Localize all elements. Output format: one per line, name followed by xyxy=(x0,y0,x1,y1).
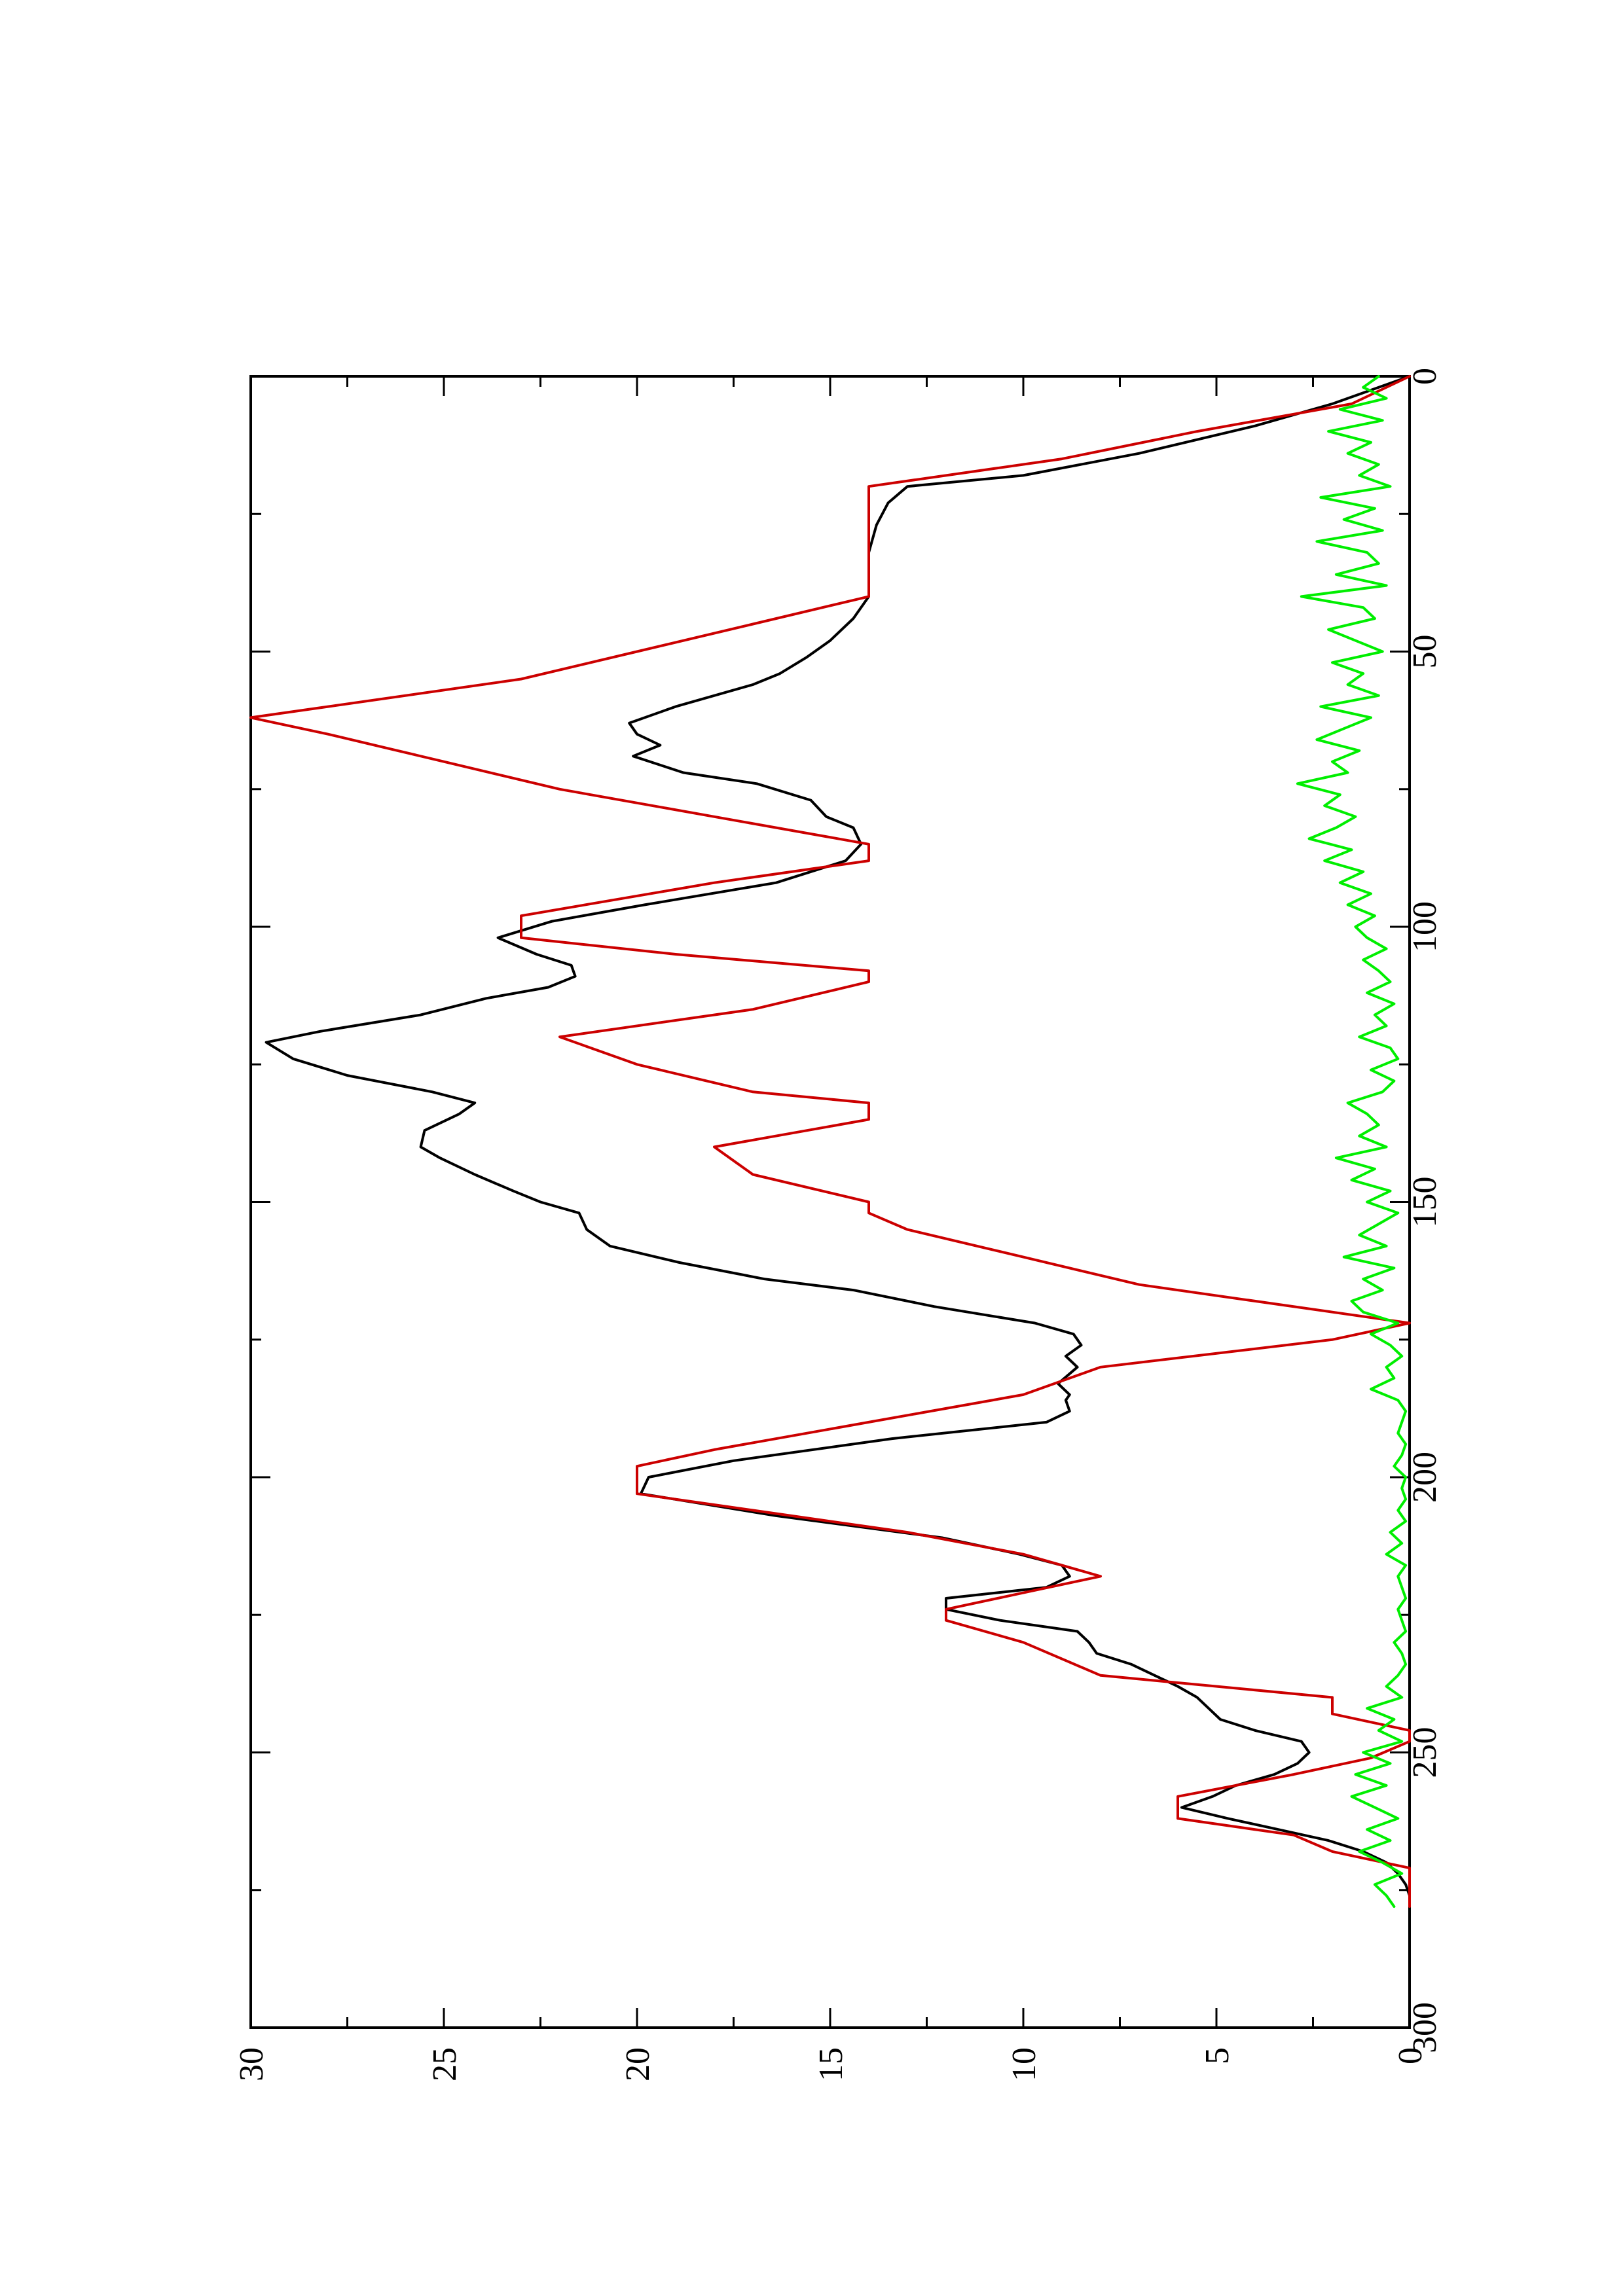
series-line-3 xyxy=(1296,375,1408,1908)
y-tick-label: 20 xyxy=(619,2047,657,2081)
x-tick-label: 250 xyxy=(1406,1727,1444,1778)
y-tick-label: 5 xyxy=(1199,2047,1236,2064)
y-tick-label: 30 xyxy=(233,2047,270,2081)
series-line-2 xyxy=(249,375,1411,1908)
series-line-1 xyxy=(264,375,1411,1908)
plot-frame xyxy=(249,375,1411,2029)
x-tick-label: 50 xyxy=(1406,635,1444,669)
x-tick-label: 300 xyxy=(1406,2002,1444,2053)
series-layer xyxy=(249,375,1411,1908)
axis-ticks xyxy=(249,375,1411,2029)
y-tick-label: 10 xyxy=(1006,2047,1043,2081)
x-tick-label: 200 xyxy=(1406,1452,1444,1503)
y-tick-label: 0 xyxy=(1392,2047,1429,2064)
y-tick-label: 25 xyxy=(426,2047,464,2081)
x-tick-label: 150 xyxy=(1406,1177,1444,1228)
y-tick-label: 15 xyxy=(812,2047,850,2081)
x-tick-label: 0 xyxy=(1406,368,1444,385)
x-tick-label: 100 xyxy=(1406,901,1444,952)
